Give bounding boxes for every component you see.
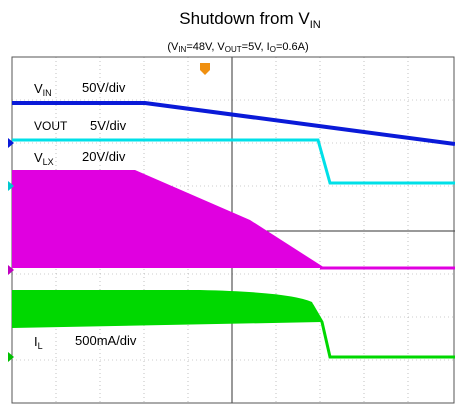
channel-label: VIN bbox=[34, 81, 52, 98]
channel-scale: 20V/div bbox=[82, 149, 126, 164]
channel-scale: 50V/div bbox=[82, 80, 126, 95]
ch1-marker bbox=[8, 138, 14, 148]
il-wave bbox=[12, 290, 322, 328]
vin-wave bbox=[12, 101, 455, 146]
ch4-marker bbox=[8, 352, 14, 362]
ch3-marker bbox=[8, 265, 14, 275]
subtitle: (VIN=48V, VOUT=5V, IO=0.6A) bbox=[167, 41, 308, 54]
channel-scale: 500mA/div bbox=[75, 333, 137, 348]
il-tail bbox=[310, 304, 455, 359]
channel-label: VOUT bbox=[34, 119, 68, 133]
title: Shutdown from VIN bbox=[179, 9, 320, 31]
channel-label: IL bbox=[34, 334, 43, 351]
trigger-marker bbox=[200, 63, 210, 75]
vlx-wave bbox=[12, 170, 325, 268]
vout-wave bbox=[12, 138, 455, 185]
ch2-marker bbox=[8, 181, 14, 191]
channel-label: VLX bbox=[34, 150, 54, 167]
channel-scale: 5V/div bbox=[90, 118, 127, 133]
